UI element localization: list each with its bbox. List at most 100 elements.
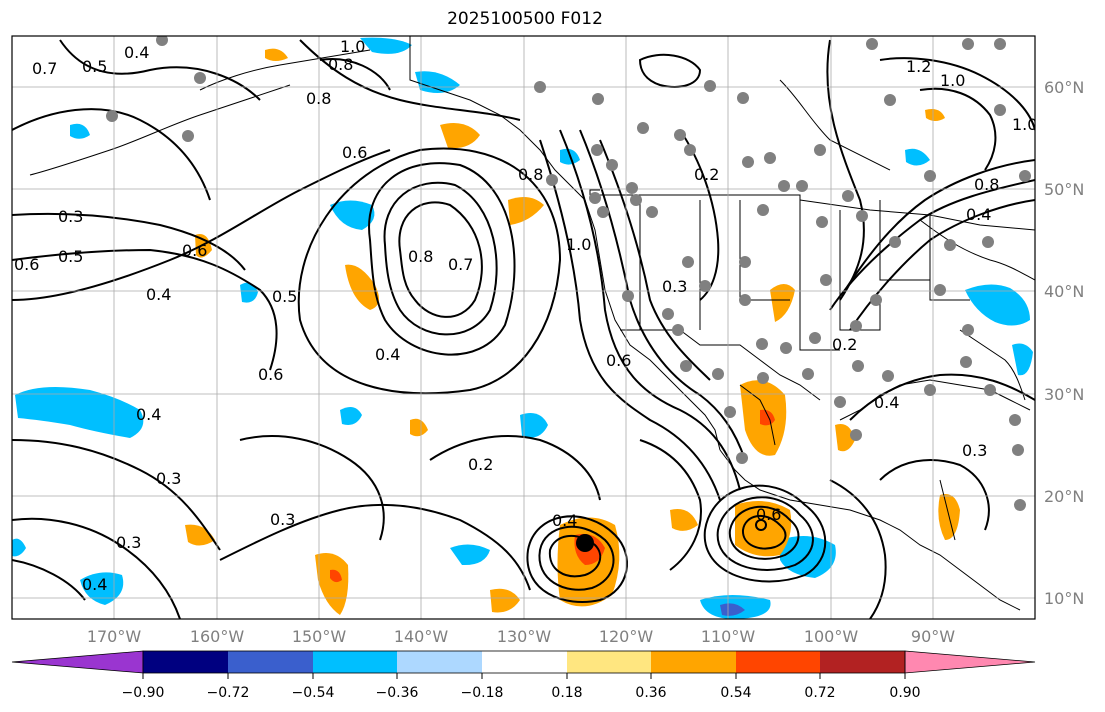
contour-label: 0.3 — [58, 207, 83, 226]
longitude-labels: 170°W 160°W 150°W 140°W 130°W 120°W 110°… — [87, 627, 955, 646]
contour-label: 0.6 — [14, 255, 39, 274]
contour-label: 0.2 — [694, 165, 719, 184]
shade-darkblue-south — [720, 603, 745, 616]
shade-blue-pac-2 — [70, 123, 90, 139]
colorbar-tick-label: −0.90 — [122, 685, 165, 701]
contour-label: 0.6 — [258, 365, 283, 384]
shade-orange-670 — [670, 509, 698, 531]
shade-blue-nw — [360, 37, 412, 54]
contour-label: 0.8 — [408, 247, 433, 266]
contour-label: 0.4 — [146, 285, 171, 304]
lat-label: 40°N — [1044, 282, 1084, 301]
lat-label: 60°N — [1044, 78, 1084, 97]
contour-label: 0.3 — [662, 277, 687, 296]
shade-blue-east-2 — [905, 148, 930, 166]
shade-orange-pac-south — [315, 552, 349, 615]
contour-label: 0.6 — [182, 241, 207, 260]
shade-orange-se-alaska — [440, 122, 480, 149]
contour-label: 0.5 — [272, 287, 297, 306]
colorbar-segment — [736, 651, 820, 673]
graticule — [12, 36, 1035, 619]
contour-label: 1.0 — [1012, 115, 1037, 134]
lon-label: 130°W — [497, 627, 552, 646]
contour-label: 0.5 — [58, 247, 83, 266]
map-border — [11, 35, 1036, 620]
lon-label: 150°W — [292, 627, 347, 646]
shade-blue-mid-3 — [340, 406, 362, 425]
contour-label: 0.3 — [116, 533, 141, 552]
contour-labels: 1.0 0.8 0.4 0.5 0.7 0.8 0.6 0.3 0.5 0.6 … — [14, 37, 1037, 594]
colorbar: −0.90 −0.72 −0.54 −0.36 −0.18 0.18 0.36 … — [11, 650, 1036, 701]
contour-label: 0.4 — [82, 575, 107, 594]
colorbar-tick-label: −0.18 — [461, 685, 504, 701]
shade-blue-south-2 — [450, 544, 490, 566]
shade-orange-gulf — [835, 424, 855, 452]
shade-orange-925 — [925, 109, 945, 121]
colorbar-segment — [228, 651, 313, 673]
colorbar-tick-label: −0.54 — [292, 685, 335, 701]
lon-label: 140°W — [394, 627, 449, 646]
lon-label: 170°W — [87, 627, 142, 646]
contour-label: 0.8 — [328, 55, 353, 74]
contour-label: 0.3 — [270, 510, 295, 529]
shade-red-pac-south — [330, 569, 342, 583]
contour-label: 0.5 — [82, 57, 107, 76]
contour-label: 0.4 — [136, 405, 161, 424]
station-dots — [106, 36, 1031, 511]
contour-label: 0.7 — [32, 59, 57, 78]
contour-label: 0.6 — [756, 505, 781, 524]
shade-blue-mid-4 — [520, 412, 548, 438]
colorbar-tick-label: 0.36 — [635, 685, 666, 701]
latitude-labels: 60°N 50°N 40°N 30°N 20°N 10°N — [1044, 78, 1084, 608]
shaded-regions — [12, 37, 1033, 619]
contour-label: 0.4 — [375, 345, 400, 364]
shade-orange-500 — [490, 588, 520, 613]
contour-label: 1.0 — [940, 71, 965, 90]
lon-label: 100°W — [804, 627, 859, 646]
lat-label: 10°N — [1044, 589, 1084, 608]
contour-label: 0.6 — [342, 143, 367, 162]
colorbar-right-extension — [904, 650, 1036, 674]
contour-label: 0.8 — [518, 165, 543, 184]
storm-center-1 — [576, 534, 594, 552]
map-background — [12, 36, 1035, 619]
shade-blue-south-1 — [80, 572, 124, 605]
shade-orange-185 — [185, 524, 215, 546]
contour-label: 0.8 — [306, 89, 331, 108]
shade-orange-tx — [770, 284, 795, 322]
shade-blue-west-pacific — [15, 386, 144, 438]
shade-orange-410 — [410, 418, 428, 437]
contour-label: 1.0 — [340, 37, 365, 56]
lon-label: 110°W — [701, 627, 756, 646]
contour-label: 0.6 — [606, 351, 631, 370]
lon-label: 160°W — [190, 627, 245, 646]
colorbar-tick-label: 0.72 — [804, 685, 835, 701]
colorbar-segment — [651, 651, 736, 673]
contour-label: 0.4 — [124, 43, 149, 62]
shade-blue-alaska — [415, 71, 460, 94]
colorbar-segment — [143, 651, 228, 673]
lat-label: 20°N — [1044, 487, 1084, 506]
contour-label: 1.2 — [906, 57, 931, 76]
shade-blue-mid-1 — [330, 200, 375, 230]
shade-orange-pac-2 — [195, 234, 212, 258]
shade-blue-left-edge — [12, 538, 26, 557]
contour-label: 0.3 — [156, 469, 181, 488]
contour-label: 0.4 — [966, 205, 991, 224]
colorbar-ticks — [142, 673, 906, 679]
colorbar-tick-label: 0.18 — [551, 685, 582, 701]
contour-label: 0.4 — [874, 393, 899, 412]
colorbar-segment — [820, 651, 905, 673]
colorbar-tick-label: 0.54 — [720, 685, 751, 701]
colorbar-left-extension — [11, 650, 144, 674]
shade-blue-east-1 — [965, 284, 1030, 326]
contour-label: 0.8 — [974, 175, 999, 194]
colorbar-tick-label: −0.72 — [207, 685, 250, 701]
shade-red-baja — [760, 409, 775, 426]
contour-label: 0.3 — [962, 441, 987, 460]
lon-label: 120°W — [599, 627, 654, 646]
contour-label: 0.2 — [468, 455, 493, 474]
shade-orange-265 — [265, 48, 288, 61]
colorbar-segment — [397, 651, 482, 673]
